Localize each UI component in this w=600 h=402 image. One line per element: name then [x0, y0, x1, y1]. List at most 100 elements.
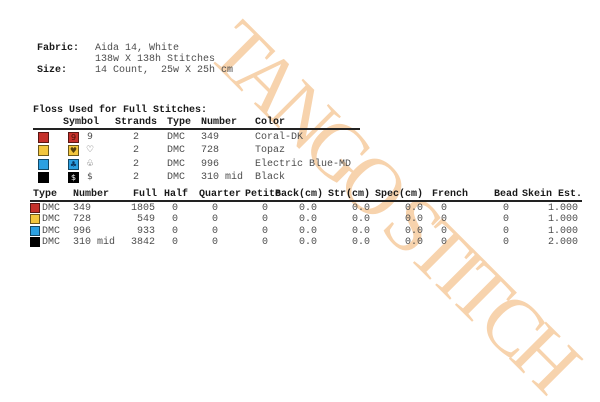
floss-type: DMC: [167, 172, 186, 183]
usage-header-petite: Petite: [244, 189, 281, 200]
usage-number: 996: [73, 226, 92, 237]
floss-header-symbol: Symbol: [63, 117, 100, 128]
usage-full: 3842: [130, 237, 155, 248]
strands-value: 2: [132, 132, 139, 143]
floss-header-type: Type: [167, 117, 192, 128]
color-swatch: [30, 214, 40, 224]
usage-petite: 0: [261, 237, 268, 248]
usage-bead: 0: [502, 226, 509, 237]
floss-type: DMC: [167, 159, 186, 170]
floss-color-name: Topaz: [255, 145, 286, 156]
color-swatch: [38, 172, 49, 183]
color-swatch: [30, 237, 40, 247]
floss-row: 9 9 2 DMC 349 Coral-DK: [0, 131, 600, 144]
color-swatch: [30, 226, 40, 236]
size-value: 14 Count, 25w X 25h cm: [95, 65, 234, 76]
floss-number: 728: [201, 145, 220, 156]
symbol-glyph: ♡: [85, 145, 95, 155]
usage-half: 0: [171, 203, 178, 214]
floss-row: $ $ 2 DMC 310 mid Black: [0, 171, 600, 184]
floss-row: ♣ ♧ 2 DMC 996 Electric Blue-MD: [0, 158, 600, 171]
usage-petite: 0: [261, 226, 268, 237]
usage-half: 0: [171, 237, 178, 248]
strands-value: 2: [132, 145, 139, 156]
fabric-name: Aida 14, White: [95, 43, 180, 54]
usage-skein: 1.000: [547, 203, 578, 214]
floss-table-title: Floss Used for Full Stitches:: [33, 105, 208, 116]
usage-bead: 0: [502, 214, 509, 225]
usage-number: 728: [73, 214, 92, 225]
usage-header-skein: Skein Est.: [521, 189, 582, 200]
usage-header-type: Type: [33, 189, 58, 200]
usage-skein: 2.000: [547, 237, 578, 248]
symbol-swatch: $: [68, 172, 79, 183]
floss-type: DMC: [167, 132, 186, 143]
floss-header-strands: Strands: [115, 117, 158, 128]
usage-type: DMC: [42, 237, 61, 248]
size-label: Size:: [37, 65, 68, 76]
usage-petite: 0: [261, 214, 268, 225]
usage-str: 0.0: [351, 214, 370, 225]
color-swatch: [30, 203, 40, 213]
usage-str: 0.0: [351, 237, 370, 248]
floss-color-name: Black: [255, 172, 286, 183]
color-swatch: [38, 132, 49, 143]
usage-quarter: 0: [211, 214, 218, 225]
floss-number: 310 mid: [201, 172, 244, 183]
floss-number: 996: [201, 159, 220, 170]
symbol-glyph: $: [87, 172, 93, 182]
usage-header-number: Number: [73, 189, 110, 200]
usage-back: 0.0: [298, 237, 317, 248]
usage-type: DMC: [42, 226, 61, 237]
usage-str: 0.0: [351, 203, 370, 214]
usage-bead: 0: [502, 203, 509, 214]
usage-header-french: French: [431, 189, 468, 200]
usage-back: 0.0: [298, 214, 317, 225]
symbol-glyph: 9: [87, 132, 93, 142]
floss-header-color: Color: [255, 117, 286, 128]
usage-number: 349: [73, 203, 92, 214]
usage-half: 0: [171, 214, 178, 225]
usage-row: DMC 996 933 0 0 0 0.0 0.0 0.0 0 0 1.000: [0, 226, 600, 237]
usage-number: 310 mid: [73, 237, 116, 248]
symbol-swatch: 9: [68, 132, 79, 143]
usage-french: 0: [440, 203, 447, 214]
usage-header-spec: Spec(cm): [374, 189, 423, 200]
usage-full: 1805: [130, 203, 155, 214]
usage-french: 0: [440, 214, 447, 225]
usage-french: 0: [440, 226, 447, 237]
usage-quarter: 0: [211, 226, 218, 237]
usage-spec: 0.0: [404, 203, 423, 214]
usage-full: 933: [136, 226, 155, 237]
usage-quarter: 0: [211, 203, 218, 214]
usage-french: 0: [440, 237, 447, 248]
usage-row: DMC 349 1805 0 0 0 0.0 0.0 0.0 0 0 1.000: [0, 203, 600, 214]
usage-skein: 1.000: [547, 214, 578, 225]
usage-quarter: 0: [211, 237, 218, 248]
usage-half: 0: [171, 226, 178, 237]
floss-number: 349: [201, 132, 220, 143]
usage-type: DMC: [42, 214, 61, 225]
usage-header-full: Full: [132, 189, 157, 200]
floss-type: DMC: [167, 145, 186, 156]
usage-header-rule: [30, 200, 582, 202]
usage-header-back: Back(cm): [274, 189, 323, 200]
usage-header-quarter: Quarter: [199, 189, 242, 200]
usage-skein: 1.000: [547, 226, 578, 237]
floss-header-number: Number: [201, 117, 238, 128]
usage-spec: 0.0: [404, 214, 423, 225]
symbol-swatch: ♥: [68, 145, 79, 156]
color-swatch: [38, 159, 49, 170]
color-swatch: [38, 145, 49, 156]
usage-header-half: Half: [163, 189, 188, 200]
stitch-count: 138w X 138h Stitches: [95, 54, 216, 65]
symbol-glyph: ♧: [85, 159, 95, 169]
usage-spec: 0.0: [404, 237, 423, 248]
usage-bead: 0: [502, 237, 509, 248]
floss-color-name: Electric Blue-MD: [255, 159, 352, 170]
floss-color-name: Coral-DK: [255, 132, 304, 143]
usage-row: DMC 310 mid 3842 0 0 0 0.0 0.0 0.0 0 0 2…: [0, 237, 600, 248]
usage-spec: 0.0: [404, 226, 423, 237]
usage-type: DMC: [42, 203, 61, 214]
